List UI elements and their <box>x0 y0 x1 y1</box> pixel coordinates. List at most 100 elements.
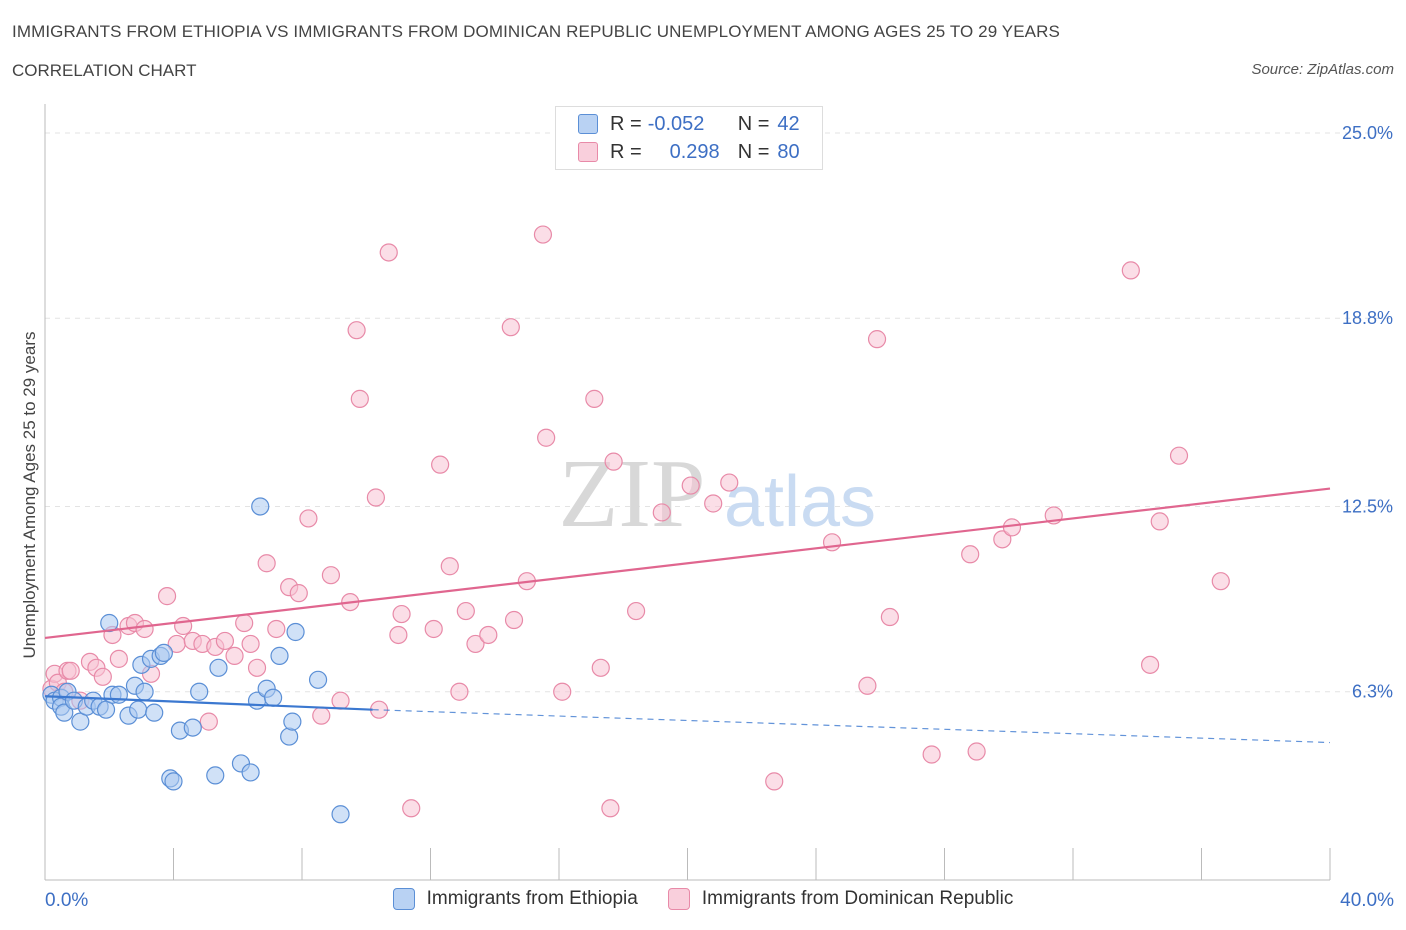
ethiopia-point <box>209 658 228 677</box>
dominican-point <box>765 772 784 791</box>
y-axis-label: Unemployment Among Ages 25 to 29 years <box>20 331 39 659</box>
dominican-point <box>591 658 610 677</box>
series-legend: Immigrants from Ethiopia Immigrants from… <box>0 888 1406 910</box>
ethiopia-point <box>55 703 74 722</box>
dominican-point <box>553 682 572 701</box>
dominican-point <box>585 389 604 408</box>
ethiopia-point <box>308 670 328 689</box>
ethiopia-trend-extension <box>372 709 1331 744</box>
dominican-point <box>366 488 385 507</box>
legend-r-value: 0.298 <box>669 140 720 163</box>
ethiopia-point <box>331 805 350 824</box>
dominican-point <box>312 706 331 725</box>
legend-label-ethiopia: Immigrants from Ethiopia <box>426 888 638 909</box>
dominican-point <box>109 649 128 668</box>
dominican-point <box>533 225 553 244</box>
dominican-point <box>880 607 899 627</box>
dominican-point <box>456 601 475 621</box>
dominican-point <box>1140 655 1160 674</box>
dominican-point <box>822 533 842 552</box>
x-tick-min: 0.0% <box>45 890 89 911</box>
y-tick-label: 18.8% <box>1342 308 1393 328</box>
dominican-trend-line <box>44 487 1331 640</box>
legend-item-ethiopia[interactable]: Immigrants from Ethiopia <box>392 888 638 910</box>
y-tick-label: 12.5% <box>1342 496 1393 516</box>
ethiopia-point <box>190 682 209 701</box>
ethiopia-point <box>154 643 173 662</box>
dominican-point <box>402 799 421 818</box>
ethiopia-point <box>145 703 164 722</box>
dominican-point <box>199 712 218 731</box>
dominican-point <box>1169 446 1189 465</box>
dominican-point <box>350 389 369 408</box>
dominican-point <box>626 601 646 621</box>
dominican-point <box>967 742 986 761</box>
ethiopia-point <box>129 700 148 719</box>
legend-item-dominican[interactable]: Immigrants from Dominican Republic <box>667 888 1014 910</box>
ethiopia-point <box>109 685 128 704</box>
dominican-point <box>504 610 524 630</box>
dominican-point <box>289 584 308 603</box>
ethiopia-point <box>283 712 302 731</box>
dominican-point <box>1121 261 1140 280</box>
legend-swatch-blue <box>392 888 415 910</box>
dominican-point <box>479 625 498 645</box>
dominican-points <box>42 225 1230 818</box>
ethiopia-point <box>286 622 305 642</box>
dominican-point <box>1150 512 1169 531</box>
dominican-point <box>347 321 366 340</box>
dominican-point <box>922 745 941 764</box>
legend-n-label: N = <box>737 112 770 135</box>
dominican-point <box>135 619 154 639</box>
dominican-point <box>1211 572 1230 591</box>
ethiopia-point <box>251 497 270 516</box>
dominican-point <box>466 634 485 654</box>
y-tick-label: 6.3% <box>1352 682 1393 702</box>
legend-swatch-pink <box>578 142 598 162</box>
dominican-point <box>424 619 443 639</box>
dominican-point <box>331 691 350 710</box>
dominican-point <box>379 243 398 262</box>
watermark: ZIP atlas <box>559 440 877 548</box>
dominican-point <box>215 631 234 651</box>
dominican-point <box>392 604 411 624</box>
trend-lines <box>44 487 1331 744</box>
legend-row-dominican: R = 0.298 N = 80 <box>578 139 800 165</box>
dominican-point <box>93 667 112 686</box>
ethiopia-point <box>183 718 202 737</box>
dominican-point <box>858 676 877 695</box>
legend-label-dominican: Immigrants from Dominican Republic <box>701 888 1014 909</box>
legend-swatch-blue <box>578 114 598 134</box>
dominican-point <box>501 318 520 337</box>
dominican-point <box>225 646 244 665</box>
y-tick-labels: 6.3% 12.5% 18.8% 25.0% <box>1342 123 1393 702</box>
dominican-point <box>157 587 177 606</box>
ethiopia-trend-line <box>44 695 373 711</box>
legend-n-value: 42 <box>777 112 800 135</box>
watermark-zip: ZIP <box>559 440 706 548</box>
legend-row-ethiopia: R = -0.052 N = 42 <box>578 111 800 137</box>
ethiopia-point <box>164 772 183 791</box>
dominican-point <box>1002 518 1022 537</box>
dominican-point <box>431 455 450 474</box>
legend-r-label: R = <box>610 112 642 135</box>
dominican-point <box>247 658 267 677</box>
ethiopia-point <box>135 682 154 701</box>
grid-lines <box>45 132 1392 693</box>
ethiopia-point <box>241 763 260 782</box>
ethiopia-points <box>42 497 350 824</box>
chart-title: IMMIGRANTS FROM ETHIOPIA VS IMMIGRANTS F… <box>12 22 1060 41</box>
dominican-point <box>440 557 459 576</box>
dominican-point <box>704 494 723 513</box>
dominican-point <box>235 613 254 633</box>
source-label: Source: ZipAtlas.com <box>1251 61 1394 78</box>
legend-n-value: 80 <box>777 140 800 163</box>
ethiopia-point <box>270 646 289 665</box>
dominican-point <box>537 428 556 447</box>
dominican-point <box>961 545 980 564</box>
watermark-atlas: atlas <box>724 462 876 542</box>
dominican-point <box>267 619 286 639</box>
dominican-point <box>257 554 276 573</box>
legend-r-value: -0.052 <box>647 112 705 135</box>
